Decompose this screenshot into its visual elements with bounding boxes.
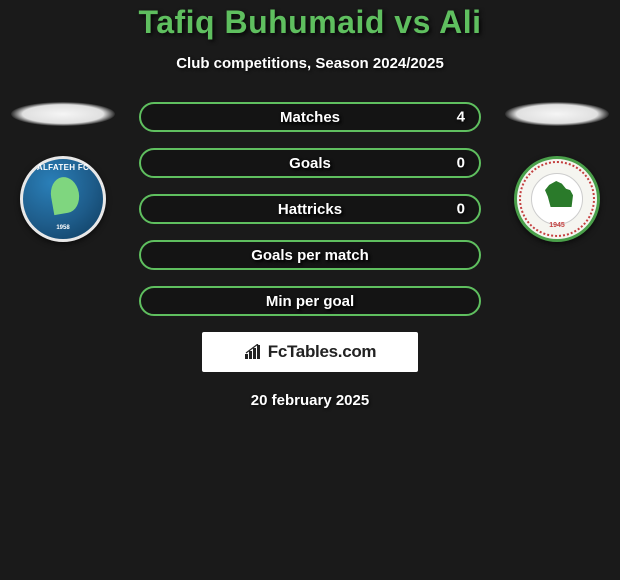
main-area: ALFATEH FC 1958 1945 Matches 4 Goals [0, 102, 620, 409]
stat-label: Hattricks [278, 201, 342, 218]
stat-right-value: 0 [457, 155, 465, 172]
player-left-column: ALFATEH FC 1958 [8, 102, 118, 242]
stat-right-value: 0 [457, 201, 465, 218]
stat-row-goals-per-match: Goals per match [139, 240, 481, 270]
player-left-silhouette [11, 102, 115, 126]
page-title: Tafiq Buhumaid vs Ali [0, 4, 620, 41]
brand-text: FcTables.com [268, 342, 377, 362]
stat-row-goals: Goals 0 [139, 148, 481, 178]
stats-list: Matches 4 Goals 0 Hattricks 0 Goals per … [139, 102, 481, 316]
club-left-name: ALFATEH FC [23, 163, 103, 172]
club-badge-right: 1945 [514, 156, 600, 242]
stat-label: Matches [280, 109, 340, 126]
club-right-year: 1945 [517, 222, 597, 229]
stat-label: Min per goal [266, 293, 354, 310]
page-subtitle: Club competitions, Season 2024/2025 [0, 55, 620, 72]
date-text: 20 february 2025 [0, 392, 620, 409]
club-left-year: 1958 [23, 225, 103, 231]
stat-row-matches: Matches 4 [139, 102, 481, 132]
bar-chart-icon [244, 344, 264, 360]
stat-row-hattricks: Hattricks 0 [139, 194, 481, 224]
player-right-silhouette [505, 102, 609, 126]
player-right-column: 1945 [502, 102, 612, 242]
stat-label: Goals per match [251, 247, 369, 264]
stat-label: Goals [289, 155, 331, 172]
stat-right-value: 4 [457, 109, 465, 126]
club-badge-left: ALFATEH FC 1958 [20, 156, 106, 242]
comparison-card: Tafiq Buhumaid vs Ali Club competitions,… [0, 0, 620, 580]
brand-box: FcTables.com [202, 332, 418, 372]
stat-row-min-per-goal: Min per goal [139, 286, 481, 316]
